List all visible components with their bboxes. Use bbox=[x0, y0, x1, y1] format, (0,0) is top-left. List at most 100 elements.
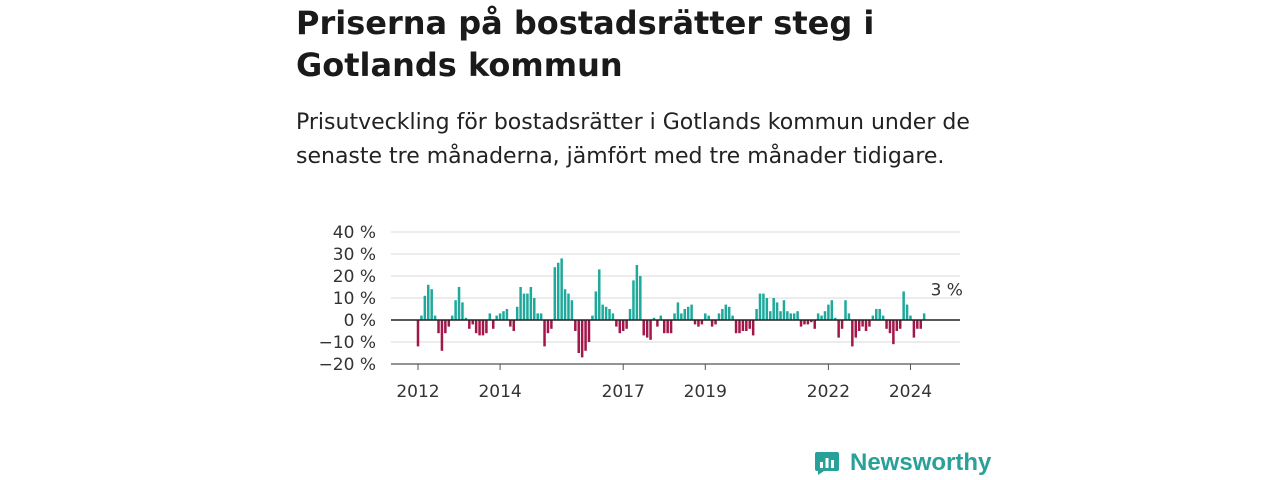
bar bbox=[898, 320, 902, 329]
y-tick-label: 20 % bbox=[333, 267, 376, 287]
bar bbox=[820, 315, 823, 320]
bar bbox=[662, 320, 666, 334]
bar bbox=[560, 258, 563, 320]
bar bbox=[916, 320, 919, 329]
bar bbox=[481, 320, 485, 336]
bar bbox=[680, 313, 683, 320]
bar bbox=[611, 313, 615, 320]
bar bbox=[721, 309, 724, 320]
y-tick-label: 30 % bbox=[333, 245, 376, 265]
bar bbox=[580, 320, 584, 358]
bar bbox=[485, 320, 488, 334]
bar bbox=[830, 300, 834, 320]
bar bbox=[806, 320, 810, 325]
bar bbox=[731, 315, 734, 320]
bar bbox=[570, 300, 574, 320]
bar bbox=[491, 320, 495, 329]
bar bbox=[714, 320, 717, 325]
bar bbox=[683, 309, 687, 320]
bar bbox=[440, 320, 444, 351]
bar bbox=[837, 320, 840, 338]
bar bbox=[604, 306, 608, 320]
bar bbox=[515, 306, 519, 320]
bar bbox=[710, 320, 714, 327]
bar bbox=[591, 315, 594, 320]
bar-chart: 40 %30 %20 %10 %0 %−10 %−20 % 2012 2014 201… bbox=[319, 223, 963, 402]
bar bbox=[437, 320, 440, 334]
chart-axes bbox=[391, 319, 960, 370]
bar bbox=[669, 320, 673, 334]
bar bbox=[786, 311, 789, 320]
bar bbox=[574, 320, 577, 331]
bar bbox=[745, 320, 748, 331]
y-tick-label: −10 % bbox=[319, 333, 376, 353]
bar bbox=[495, 315, 498, 320]
bar bbox=[857, 320, 861, 331]
bar bbox=[769, 311, 772, 320]
bar bbox=[529, 287, 533, 320]
bar bbox=[851, 320, 854, 347]
bar bbox=[649, 320, 652, 340]
bar bbox=[724, 304, 728, 320]
bar bbox=[594, 291, 598, 320]
bar bbox=[519, 287, 522, 320]
bar bbox=[625, 320, 628, 329]
bar bbox=[905, 304, 909, 320]
data-label: 3 % bbox=[931, 280, 963, 300]
bar bbox=[488, 313, 492, 320]
bar bbox=[676, 302, 680, 320]
bar bbox=[816, 313, 820, 320]
chart-title: Priserna på bostadsrätter steg i Gotland… bbox=[296, 4, 875, 84]
bar bbox=[450, 315, 454, 320]
bar bbox=[427, 284, 430, 320]
bar bbox=[823, 311, 827, 320]
bar bbox=[423, 295, 427, 320]
bar bbox=[861, 320, 864, 327]
bar bbox=[813, 320, 816, 329]
bar bbox=[642, 320, 645, 336]
bar bbox=[420, 315, 423, 320]
bar bbox=[550, 320, 553, 329]
bar bbox=[885, 320, 888, 329]
bar bbox=[615, 320, 618, 327]
bar bbox=[690, 304, 693, 320]
brand-name: Newsworthy bbox=[850, 449, 992, 476]
bar bbox=[881, 315, 885, 320]
bar bbox=[454, 300, 457, 320]
bar bbox=[567, 293, 570, 320]
bar bbox=[693, 320, 697, 325]
bar bbox=[717, 313, 721, 320]
bar bbox=[536, 313, 539, 320]
bar bbox=[584, 320, 587, 351]
bar bbox=[447, 320, 451, 327]
bar bbox=[673, 313, 676, 320]
bar bbox=[659, 315, 663, 320]
bar bbox=[645, 320, 649, 338]
bar bbox=[474, 320, 478, 334]
bar bbox=[734, 320, 738, 334]
bar bbox=[902, 291, 905, 320]
x-tick-label: 2024 bbox=[889, 382, 932, 402]
chart-subtitle: Prisutveckling för bostadsrätter i Gotla… bbox=[296, 110, 970, 169]
bar bbox=[430, 289, 433, 320]
y-tick-label: 40 % bbox=[333, 223, 376, 243]
bar bbox=[697, 320, 700, 327]
bar bbox=[478, 320, 481, 336]
bar bbox=[847, 313, 851, 320]
bar bbox=[758, 293, 762, 320]
x-tick-label: 2017 bbox=[602, 382, 645, 402]
bar bbox=[844, 300, 847, 320]
bar bbox=[751, 320, 755, 336]
bar bbox=[656, 320, 659, 327]
bar bbox=[608, 309, 611, 320]
bar bbox=[509, 320, 512, 327]
newsworthy-logo: Newsworthy bbox=[814, 446, 991, 480]
bar bbox=[621, 320, 625, 331]
bar bbox=[803, 320, 806, 325]
bar bbox=[796, 311, 799, 320]
bar bbox=[563, 289, 567, 320]
bar bbox=[765, 298, 769, 320]
bar bbox=[526, 293, 529, 320]
bar bbox=[556, 262, 560, 320]
bar bbox=[533, 298, 536, 320]
